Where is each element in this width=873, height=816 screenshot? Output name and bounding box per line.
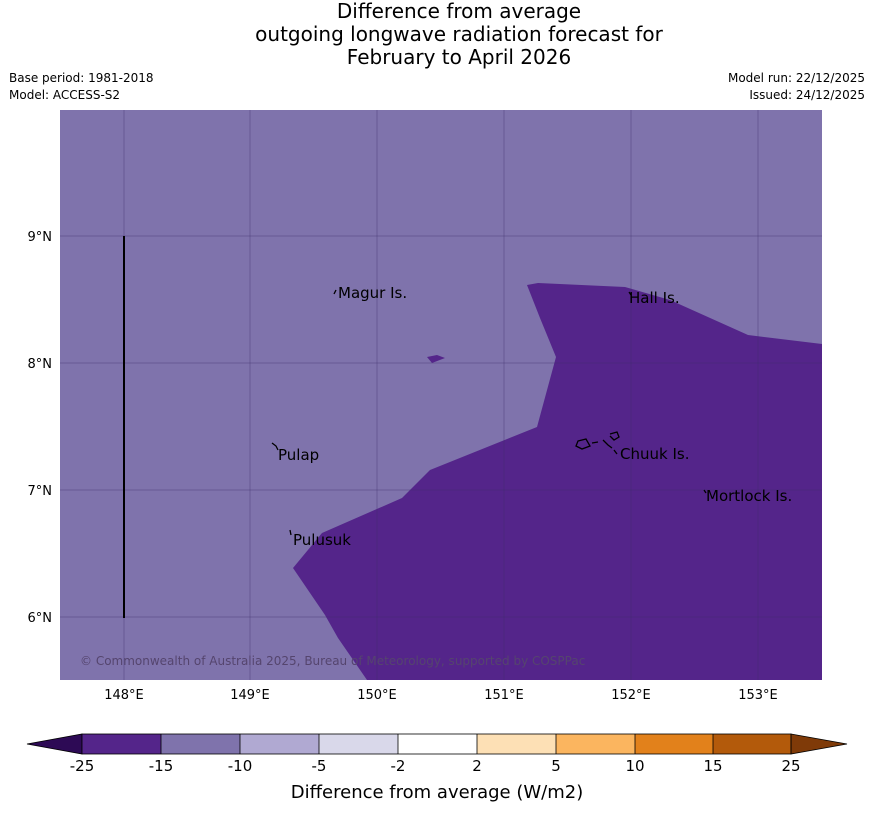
meta-left: Base period: 1981-2018 Model: ACCESS-S2 bbox=[9, 70, 154, 104]
place-label-pulap: Pulap bbox=[278, 446, 319, 464]
colorbar-tick-label: 5 bbox=[551, 757, 561, 775]
lon-tick-151e: 151°E bbox=[484, 688, 524, 703]
map-title: Difference from average outgoing longwav… bbox=[0, 0, 873, 69]
title-line-2: outgoing longwave radiation forecast for bbox=[255, 22, 663, 46]
colorbar-segment-6 bbox=[477, 734, 556, 754]
colorbar-segment-2 bbox=[161, 734, 240, 754]
island-chuuk bbox=[575, 431, 620, 455]
anomaly-patch bbox=[427, 355, 445, 363]
colorbar-segment-9 bbox=[713, 734, 791, 754]
lat-tick-6n: 6°N bbox=[28, 611, 53, 626]
island-pulap bbox=[271, 442, 279, 451]
place-label-chuuk: Chuuk Is. bbox=[620, 445, 689, 463]
copyright-notice: © Commonwealth of Australia 2025, Bureau… bbox=[80, 654, 585, 668]
colorbar-title: Difference from average (W/m2) bbox=[291, 782, 583, 803]
colorbar-tick-label: 2 bbox=[472, 757, 482, 775]
colorbar-segment-8 bbox=[635, 734, 713, 754]
lat-tick-8n: 8°N bbox=[28, 357, 53, 372]
lon-tick-150e: 150°E bbox=[357, 688, 397, 703]
island-outlines bbox=[271, 289, 707, 536]
colorbar-tick-label: 15 bbox=[703, 757, 722, 775]
island-hall bbox=[628, 291, 632, 296]
colorbar: -25 -15 -10 -5 -2 2 5 10 15 25 Differenc… bbox=[26, 733, 848, 803]
lat-axis: 9°N 8°N 7°N 6°N bbox=[28, 230, 53, 626]
place-label-hall: Hall Is. bbox=[629, 289, 680, 307]
colorbar-tick-label: -2 bbox=[391, 757, 406, 775]
map-panel: Magur Is. Hall Is. Pulap Chuuk Is. Mortl… bbox=[60, 110, 822, 680]
issued-date: Issued: 24/12/2025 bbox=[749, 88, 865, 102]
colorbar-dividers bbox=[160, 734, 714, 754]
colorbar-tick-label: 10 bbox=[625, 757, 644, 775]
colorbar-segment-4 bbox=[319, 734, 398, 754]
island-mortlock bbox=[703, 489, 707, 494]
colorbar-frame bbox=[81, 733, 792, 755]
meta-right: Model run: 22/12/2025 Issued: 24/12/2025 bbox=[728, 70, 865, 104]
colorbar-segment-1 bbox=[82, 734, 161, 754]
lat-tick-7n: 7°N bbox=[28, 484, 53, 499]
title-line-1: Difference from average bbox=[336, 0, 582, 23]
colorbar-segment-5 bbox=[398, 734, 477, 754]
lon-tick-149e: 149°E bbox=[230, 688, 270, 703]
base-period: Base period: 1981-2018 bbox=[9, 71, 154, 85]
model-name: Model: ACCESS-S2 bbox=[9, 88, 121, 102]
colorbar-tick-label: -25 bbox=[70, 757, 95, 775]
colorbar-tick-label: -5 bbox=[312, 757, 327, 775]
island-magur bbox=[333, 289, 337, 295]
lon-tick-152e: 152°E bbox=[611, 688, 651, 703]
lon-axis: 148°E 149°E 150°E 151°E 152°E 153°E bbox=[104, 688, 778, 703]
place-label-mortlock: Mortlock Is. bbox=[706, 487, 792, 505]
colorbar-tick-label: -15 bbox=[149, 757, 174, 775]
colorbar-extend-low bbox=[26, 733, 83, 755]
place-label-pulusuk: Pulusuk bbox=[293, 531, 351, 549]
colorbar-segment-7 bbox=[556, 734, 635, 754]
colorbar-extend-high bbox=[790, 733, 848, 755]
colorbar-tick-label: 25 bbox=[781, 757, 800, 775]
title-line-3: February to April 2026 bbox=[346, 45, 572, 69]
place-label-magur: Magur Is. bbox=[338, 284, 407, 302]
model-run: Model run: 22/12/2025 bbox=[727, 71, 865, 85]
anomaly-region bbox=[293, 283, 822, 680]
island-pulusuk bbox=[289, 529, 292, 536]
colorbar-segment-3 bbox=[240, 734, 319, 754]
colorbar-tick-label: -10 bbox=[228, 757, 253, 775]
lon-tick-153e: 153°E bbox=[738, 688, 778, 703]
lat-tick-9n: 9°N bbox=[28, 230, 53, 245]
lon-tick-148e: 148°E bbox=[104, 688, 144, 703]
